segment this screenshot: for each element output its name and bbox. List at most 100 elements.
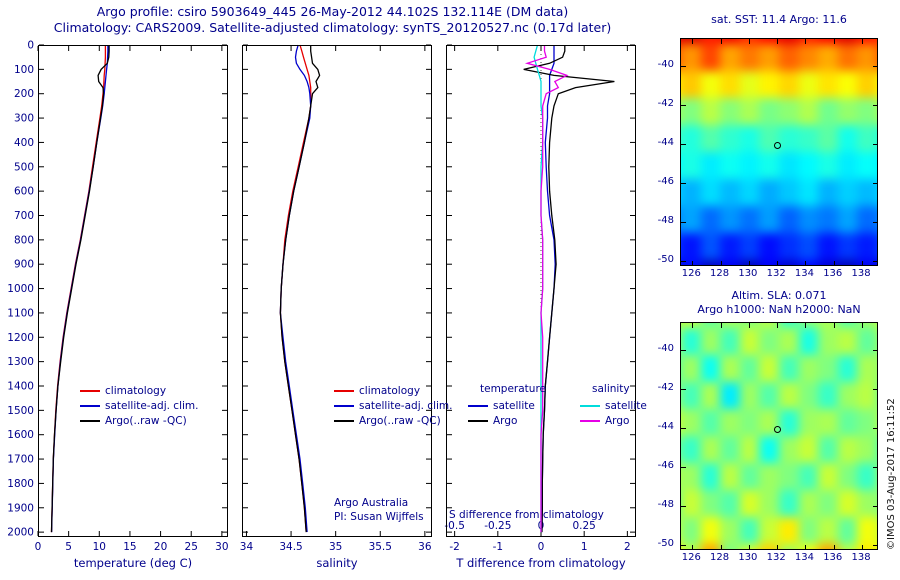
heatmap-cell bbox=[720, 408, 740, 436]
lon-tick-label: 136 bbox=[823, 552, 843, 563]
pi-note: PI: Susan Wijffels bbox=[334, 511, 424, 523]
lat-tick-label: -48 bbox=[657, 499, 674, 511]
heatmap-cell bbox=[700, 463, 721, 491]
sla-map-lat-labels: -40 -42 -44 -46 -48 -50 bbox=[652, 322, 676, 550]
map-x-tick bbox=[862, 261, 864, 265]
lat-tick-label: -50 bbox=[657, 254, 674, 266]
depth-tick-label: 1400 bbox=[7, 380, 34, 392]
heatmap-cell bbox=[700, 39, 721, 44]
heatmap-cell bbox=[700, 408, 721, 436]
heatmap-cell bbox=[720, 260, 740, 265]
heatmap-cell bbox=[818, 327, 838, 355]
map-x-tick bbox=[720, 545, 722, 549]
heatmap-cell bbox=[818, 260, 838, 265]
temperature-profile-chart: 0 5 10 15 20 25 300100200300400500600700800900… bbox=[7, 40, 228, 554]
heatmap-cell bbox=[779, 463, 799, 491]
depth-tick-label: 400 bbox=[14, 137, 34, 149]
heatmap-cell bbox=[779, 381, 799, 409]
heatmap-cell bbox=[857, 233, 877, 261]
heatmap-cell bbox=[818, 435, 838, 464]
series-argo-raw-qc- bbox=[50, 45, 110, 533]
heatmap-cell bbox=[876, 381, 877, 409]
heatmap-cell bbox=[720, 544, 740, 549]
series-climatology bbox=[279, 44, 312, 533]
lon-tick-label: 128 bbox=[710, 552, 730, 563]
lon-tick-label: 138 bbox=[851, 268, 871, 279]
heatmap-cell bbox=[759, 327, 779, 355]
heatmap-cell bbox=[876, 97, 877, 125]
map-y-tick bbox=[681, 467, 686, 469]
map-x-tick bbox=[805, 545, 807, 549]
heatmap-cell bbox=[876, 179, 877, 207]
depth-tick-label: 500 bbox=[14, 161, 34, 173]
heatmap-cell bbox=[798, 260, 819, 265]
heatmap-cell bbox=[798, 70, 819, 98]
map-x-tick bbox=[862, 39, 864, 44]
series-climatology bbox=[50, 45, 107, 533]
map-y-tick bbox=[681, 261, 686, 263]
lat-tick-label: -42 bbox=[657, 382, 674, 394]
heatmap-cell bbox=[700, 517, 721, 545]
depth-tick-label: 1000 bbox=[7, 283, 34, 295]
heatmap-cell bbox=[818, 70, 838, 98]
heatmap-cell bbox=[857, 124, 877, 152]
heatmap-cell bbox=[857, 381, 877, 409]
salinity-axis-label: salinity bbox=[316, 556, 358, 570]
argo-line-swatch bbox=[80, 419, 100, 422]
lon-tick-label: 132 bbox=[766, 268, 786, 279]
heatmap-cell bbox=[837, 97, 858, 125]
legend-label: Argo bbox=[493, 414, 518, 427]
heatmap-cell bbox=[876, 517, 877, 545]
legend-label: satellite bbox=[605, 399, 647, 412]
satellite-adj-line-swatch bbox=[334, 404, 354, 407]
heatmap-cell bbox=[837, 463, 858, 491]
heatmap-cell bbox=[681, 206, 701, 234]
argo-line-swatch bbox=[468, 419, 488, 422]
heatmap-cell bbox=[779, 43, 799, 71]
series-temperature-satellite bbox=[541, 45, 556, 533]
heatmap-cell bbox=[876, 327, 877, 355]
sst-heatmap bbox=[681, 39, 877, 265]
heatmap-cell bbox=[798, 206, 819, 234]
heatmap-cell bbox=[720, 124, 740, 152]
heatmap-cell bbox=[818, 354, 838, 382]
heatmap-cell bbox=[681, 70, 701, 98]
heatmap-cell bbox=[876, 151, 877, 180]
legend-label: satellite-adj. clim. bbox=[359, 399, 453, 412]
heatmap-cell bbox=[876, 124, 877, 152]
heatmap-cell bbox=[837, 354, 858, 382]
map-x-tick bbox=[748, 261, 750, 265]
heatmap-cell bbox=[759, 544, 779, 549]
map-x-tick bbox=[692, 545, 694, 549]
lon-tick-label: 132 bbox=[766, 552, 786, 563]
depth-tick-label: 800 bbox=[14, 234, 34, 246]
depth-tick-label: 1900 bbox=[7, 502, 34, 514]
depth-tick-label: 1800 bbox=[7, 478, 34, 490]
x-tick-label: 25 bbox=[185, 541, 198, 553]
heatmap-cell bbox=[681, 260, 701, 265]
heatmap-cell bbox=[779, 490, 799, 518]
depth-tick-label: 600 bbox=[14, 186, 34, 198]
legend-label: satellite-adj. clim. bbox=[105, 399, 199, 412]
map-x-tick bbox=[862, 545, 864, 549]
map-x-tick bbox=[777, 261, 779, 265]
heatmap-cell bbox=[700, 233, 721, 261]
map-y-tick bbox=[681, 389, 686, 391]
map-x-tick bbox=[777, 545, 779, 549]
heatmap-cell bbox=[681, 39, 701, 44]
map-y-tick bbox=[681, 105, 686, 107]
legend-item-argo: Argo(..raw -QC) bbox=[334, 413, 452, 428]
map-x-tick bbox=[692, 323, 694, 328]
map-x-tick bbox=[720, 261, 722, 265]
x-tick-label: 35 bbox=[329, 541, 342, 553]
temperature-legend: climatology satellite-adj. clim. Argo(..… bbox=[80, 383, 198, 428]
heatmap-cell bbox=[876, 39, 877, 44]
climatology-line-swatch bbox=[80, 389, 100, 392]
heatmap-cell bbox=[720, 381, 740, 409]
heatmap-cell bbox=[759, 39, 779, 44]
heatmap-cell bbox=[700, 151, 721, 180]
heatmap-cell bbox=[857, 97, 877, 125]
map-y-tick bbox=[873, 467, 877, 469]
float-position-marker bbox=[774, 141, 782, 149]
heatmap-cell bbox=[720, 206, 740, 234]
